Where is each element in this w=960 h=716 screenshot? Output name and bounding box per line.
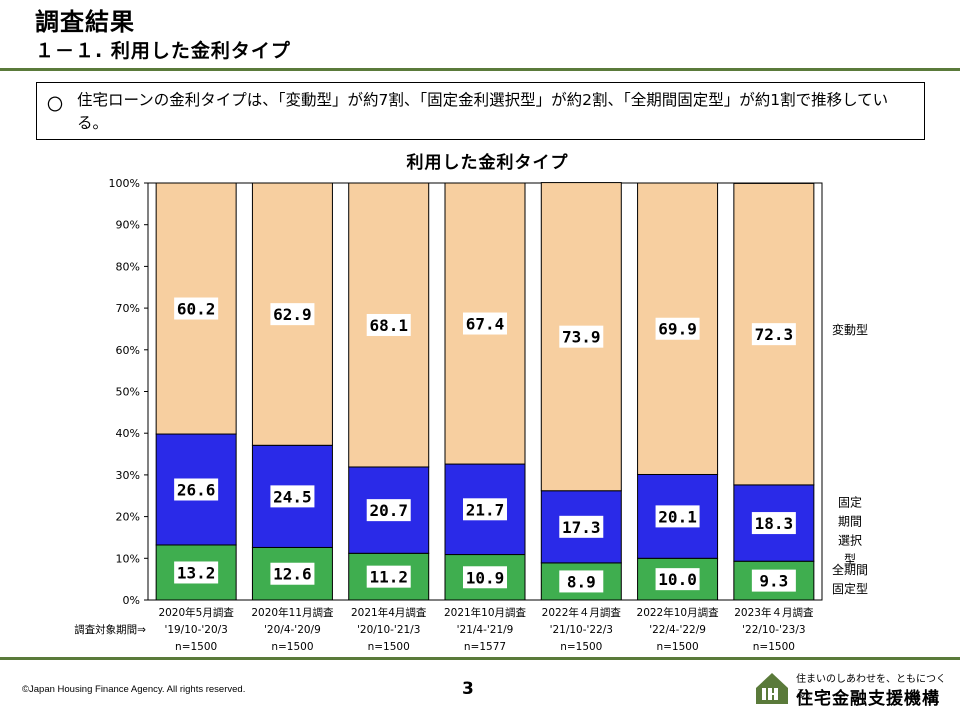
data-label-box: [751, 512, 796, 535]
legend-label-fixed-select: 期間: [838, 515, 862, 529]
jhf-logo: [756, 673, 788, 704]
data-label: 13.2: [177, 563, 216, 582]
chart-title: 利用した金利タイプ: [406, 153, 569, 173]
y-tick-label: 90%: [116, 219, 140, 232]
x-period-label: '21/10-'22/3: [550, 624, 613, 636]
data-label-box: [751, 569, 796, 592]
data-label-box: [270, 562, 315, 585]
legend-label-fixed-select: 固定: [838, 495, 862, 510]
y-tick-label: 60%: [116, 344, 140, 357]
data-label-box: [174, 297, 219, 320]
x-category-label: 2023年４月調査: [734, 606, 814, 619]
x-category-label: 2021年4月調査: [351, 606, 427, 619]
x-period-label: '20/10-'21/3: [357, 624, 420, 636]
data-label: 24.5: [273, 487, 312, 506]
y-tick-label: 10%: [116, 552, 140, 565]
x-period-label: '20/4-'20/9: [264, 624, 321, 636]
footer-divider: [0, 657, 960, 660]
data-label-box: [174, 478, 219, 501]
data-label-box: [463, 566, 507, 589]
y-tick-label: 50%: [116, 386, 140, 399]
page-title: 調査結果: [35, 8, 135, 36]
data-label-box: [655, 505, 700, 528]
summary-box: 〇 住宅ローンの金利タイプは、「変動型」が約7割、「固定金利選択型」が約2割、「…: [36, 82, 925, 140]
data-label-box: [559, 325, 604, 348]
data-label: 21.7: [466, 500, 505, 519]
data-label: 12.6: [273, 565, 312, 584]
bar-segment: [540, 562, 622, 601]
summary-bullet: 〇: [47, 95, 64, 114]
x-sample-label: n=1500: [271, 641, 313, 653]
data-label-box: [559, 515, 604, 538]
legend-label-fixed-full: 固定型: [832, 581, 868, 596]
data-label-box: [559, 570, 604, 593]
data-label: 72.3: [755, 325, 794, 344]
page-number: 3: [462, 679, 474, 699]
data-label-box: [174, 561, 219, 584]
data-label: 69.9: [658, 320, 697, 339]
y-tick-label: 80%: [116, 260, 140, 273]
legend-label-fixed-select: 選択: [838, 534, 862, 548]
data-label: 11.2: [369, 568, 408, 587]
data-label-box: [270, 485, 315, 508]
bar-segment: [540, 490, 622, 564]
x-category-label: 2022年４月調査: [542, 606, 622, 619]
x-category-label: 2020年5月調査: [158, 606, 234, 619]
data-label-box: [270, 303, 315, 326]
x-period-label: '21/4-'21/9: [457, 624, 514, 636]
data-label: 10.9: [466, 568, 505, 587]
x-sample-label: n=1500: [175, 641, 217, 653]
data-label-box: [366, 499, 411, 522]
data-label: 9.3: [759, 572, 788, 591]
x-sample-label: n=1500: [753, 641, 795, 653]
x-period-label: '22/4-'22/9: [649, 624, 706, 636]
y-tick-label: 40%: [116, 427, 140, 440]
y-tick-label: 100%: [109, 177, 140, 190]
data-label: 18.3: [755, 514, 794, 533]
summary-text: 住宅ローンの金利タイプは、「変動型」が約7割、「固定金利選択型」が約2割、「全期…: [77, 91, 889, 132]
data-label-box: [655, 317, 700, 340]
header-divider: [0, 68, 960, 71]
data-label: 10.0: [658, 570, 697, 589]
tagline: 住まいのしあわせを、ともにつくる。: [796, 674, 946, 700]
data-label-box: [366, 313, 411, 336]
organization-name: 住宅金融支援機構: [796, 689, 940, 709]
period-caption: 調査対象期間⇒: [74, 623, 146, 636]
data-label: 8.9: [567, 572, 596, 591]
x-category-label: 2020年11月調査: [251, 606, 334, 619]
data-label-box: [366, 565, 411, 588]
data-label-box: [463, 312, 507, 335]
data-label: 68.1: [369, 316, 408, 335]
data-label: 62.9: [273, 305, 312, 324]
legend-label-fixed-select: 型: [844, 553, 856, 567]
copyright: ©Japan Housing Finance Agency. All right…: [22, 684, 246, 695]
data-label-box: [463, 498, 507, 521]
x-category-label: 2022年10月調査: [637, 606, 720, 619]
data-label: 26.6: [177, 480, 216, 499]
x-category-label: 2021年10月調査: [444, 606, 527, 619]
x-period-label: '19/10-'20/3: [164, 624, 227, 636]
x-sample-label: n=1500: [368, 641, 410, 653]
legend-label-fixed-full: 全期間: [832, 562, 868, 577]
y-tick-label: 20%: [116, 511, 140, 524]
x-sample-label: n=1500: [656, 641, 698, 653]
section-subtitle: １－１. 利用した金利タイプ: [35, 40, 291, 62]
data-label-box: [751, 323, 796, 346]
y-tick-label: 30%: [116, 469, 140, 482]
data-label-box: [655, 568, 700, 591]
legend-label-variable: 変動型: [832, 322, 868, 337]
x-period-label: '22/10-'23/3: [742, 624, 805, 636]
x-sample-label: n=1500: [560, 641, 602, 653]
data-label: 67.4: [466, 315, 505, 334]
data-label: 17.3: [562, 518, 601, 537]
y-tick-label: 0%: [123, 594, 140, 607]
data-label: 60.2: [177, 300, 216, 319]
data-label: 73.9: [562, 328, 601, 347]
y-tick-label: 70%: [116, 302, 140, 315]
data-label: 20.7: [369, 501, 408, 520]
data-label: 20.1: [658, 507, 697, 526]
x-sample-label: n=1577: [464, 641, 506, 653]
